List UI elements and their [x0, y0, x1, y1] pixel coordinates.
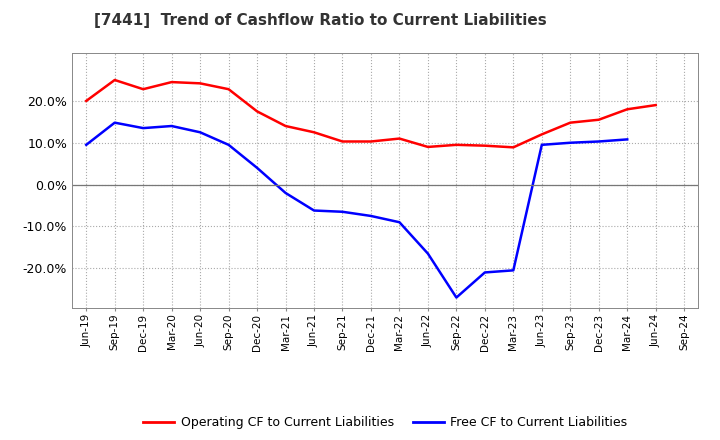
Free CF to Current Liabilities	[310, 208, 318, 213]
Operating CF to Current Liabilities	[82, 98, 91, 103]
Operating CF to Current Liabilities	[423, 144, 432, 150]
Free CF to Current Liabilities	[480, 270, 489, 275]
Operating CF to Current Liabilities	[395, 136, 404, 141]
Operating CF to Current Liabilities	[480, 143, 489, 148]
Line: Operating CF to Current Liabilities: Operating CF to Current Liabilities	[86, 80, 656, 147]
Operating CF to Current Liabilities	[139, 87, 148, 92]
Legend: Operating CF to Current Liabilities, Free CF to Current Liabilities: Operating CF to Current Liabilities, Fre…	[138, 411, 632, 434]
Free CF to Current Liabilities	[196, 130, 204, 135]
Free CF to Current Liabilities	[253, 165, 261, 170]
Operating CF to Current Liabilities	[110, 77, 119, 83]
Operating CF to Current Liabilities	[167, 80, 176, 85]
Free CF to Current Liabilities	[167, 123, 176, 128]
Operating CF to Current Liabilities	[225, 87, 233, 92]
Line: Free CF to Current Liabilities: Free CF to Current Liabilities	[86, 123, 627, 297]
Operating CF to Current Liabilities	[566, 120, 575, 125]
Free CF to Current Liabilities	[225, 142, 233, 147]
Free CF to Current Liabilities	[537, 142, 546, 147]
Free CF to Current Liabilities	[395, 220, 404, 225]
Operating CF to Current Liabilities	[282, 123, 290, 128]
Operating CF to Current Liabilities	[595, 117, 603, 122]
Free CF to Current Liabilities	[595, 139, 603, 144]
Operating CF to Current Liabilities	[196, 81, 204, 86]
Operating CF to Current Liabilities	[452, 142, 461, 147]
Free CF to Current Liabilities	[366, 213, 375, 219]
Operating CF to Current Liabilities	[537, 132, 546, 137]
Free CF to Current Liabilities	[110, 120, 119, 125]
Operating CF to Current Liabilities	[253, 109, 261, 114]
Operating CF to Current Liabilities	[338, 139, 347, 144]
Operating CF to Current Liabilities	[623, 106, 631, 112]
Free CF to Current Liabilities	[338, 209, 347, 214]
Free CF to Current Liabilities	[282, 191, 290, 196]
Operating CF to Current Liabilities	[652, 103, 660, 108]
Free CF to Current Liabilities	[139, 125, 148, 131]
Free CF to Current Liabilities	[509, 268, 518, 273]
Free CF to Current Liabilities	[566, 140, 575, 145]
Text: [7441]  Trend of Cashflow Ratio to Current Liabilities: [7441] Trend of Cashflow Ratio to Curren…	[94, 13, 546, 28]
Free CF to Current Liabilities	[452, 295, 461, 300]
Free CF to Current Liabilities	[423, 251, 432, 256]
Operating CF to Current Liabilities	[366, 139, 375, 144]
Operating CF to Current Liabilities	[310, 130, 318, 135]
Free CF to Current Liabilities	[623, 137, 631, 142]
Free CF to Current Liabilities	[82, 142, 91, 147]
Operating CF to Current Liabilities	[509, 145, 518, 150]
